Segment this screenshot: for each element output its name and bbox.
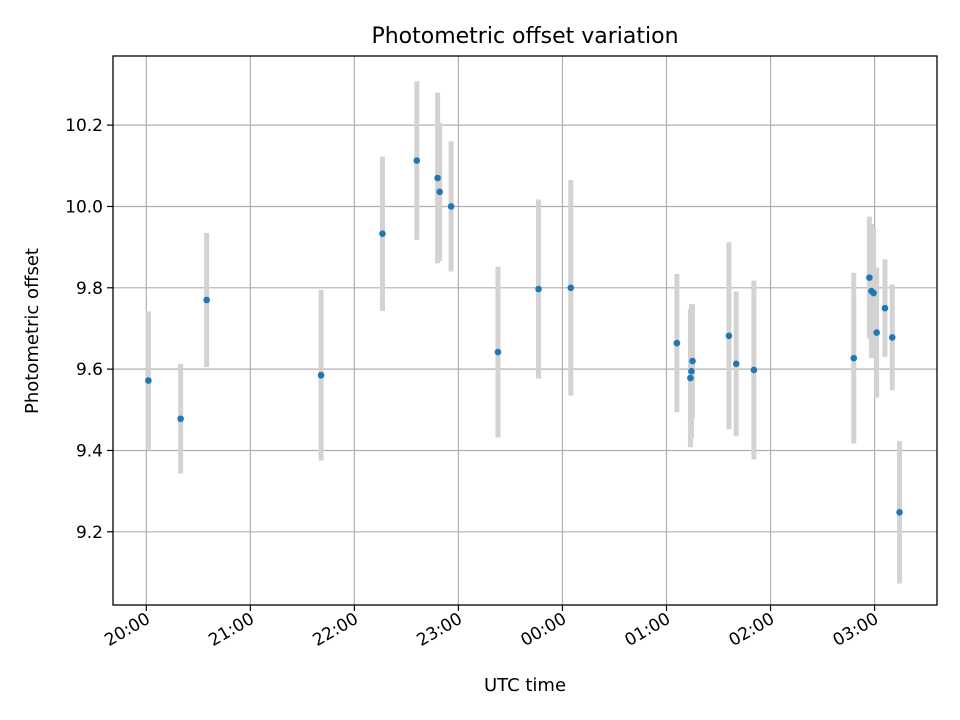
- y-axis-label: Photometric offset: [22, 248, 43, 414]
- y-ticks: 9.2 9.4 9.6 9.8 10.0 10.2: [65, 116, 113, 543]
- data-point: [447, 203, 455, 210]
- x-tick-label: 20:00: [101, 609, 153, 651]
- y-tick-label: 10.2: [65, 116, 103, 136]
- data-point: [689, 357, 696, 365]
- data-point: [873, 329, 880, 336]
- x-tick-label: 21:00: [205, 609, 257, 651]
- x-tick-label: 02:00: [726, 609, 778, 651]
- x-tick-label: 01:00: [622, 609, 674, 651]
- x-tick-label: 23:00: [413, 609, 465, 651]
- plot-frame: [112, 55, 938, 606]
- data-point: [413, 157, 421, 164]
- x-gridlines: [145, 56, 876, 605]
- y-tick-label: 9.2: [76, 523, 103, 543]
- data-points: [145, 157, 903, 516]
- data-point: [203, 296, 210, 304]
- data-point: [850, 354, 858, 362]
- x-ticks: 20:00 21:00 22:00 23:00 00:00 01:00 02:00 03:00: [101, 605, 882, 651]
- data-point: [494, 348, 502, 356]
- y-tick-label: 9.8: [76, 279, 103, 299]
- y-gridlines: [113, 124, 937, 533]
- data-point: [870, 289, 877, 297]
- chart-title: Photometric offset variation: [371, 24, 678, 49]
- data-point: [535, 285, 542, 293]
- data-point: [145, 377, 152, 384]
- data-point: [688, 367, 695, 375]
- data-point: [750, 366, 758, 374]
- x-tick-label: 00:00: [518, 609, 570, 651]
- y-tick-label: 9.6: [76, 360, 103, 380]
- x-tick-label: 22:00: [309, 609, 361, 651]
- data-point: [317, 371, 325, 379]
- data-point: [379, 230, 386, 238]
- data-point: [732, 360, 740, 368]
- data-point: [725, 332, 733, 340]
- data-point: [687, 374, 694, 382]
- data-point: [888, 334, 896, 341]
- data-point: [896, 508, 903, 516]
- x-axis-label: UTC time: [484, 675, 566, 696]
- data-point: [567, 284, 575, 292]
- data-point: [673, 339, 681, 347]
- plot-background: [113, 56, 937, 605]
- data-point: [436, 188, 443, 196]
- x-tick-label: 03:00: [830, 609, 882, 651]
- y-tick-label: 10.0: [65, 197, 103, 217]
- data-point: [434, 174, 441, 182]
- data-point: [177, 415, 184, 423]
- y-tick-label: 9.4: [76, 441, 103, 461]
- data-point: [866, 274, 873, 281]
- data-point: [881, 304, 889, 312]
